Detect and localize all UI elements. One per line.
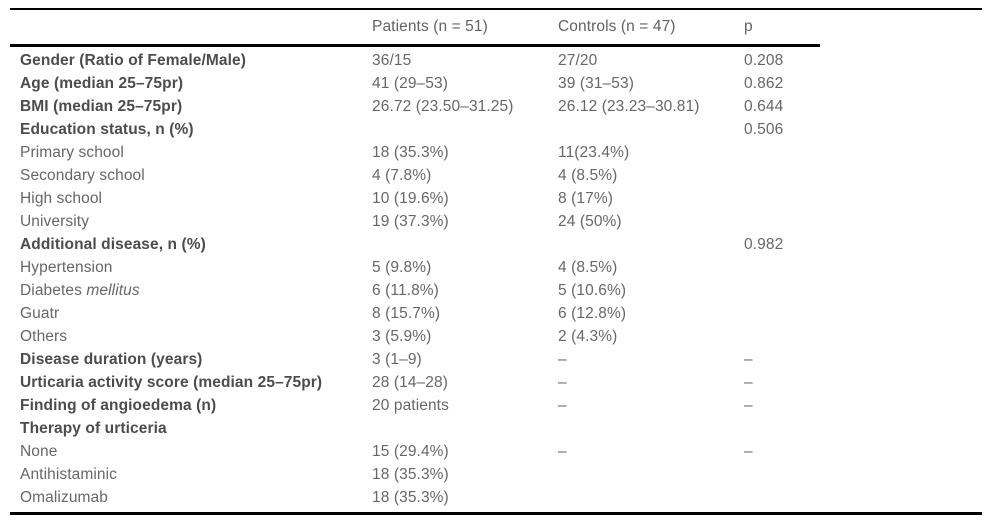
header-controls: Controls (n = 47): [558, 18, 676, 35]
table-row: Finding of angioedema (n) 20 patients – –: [10, 394, 982, 417]
row-label: BMI (median 25–75pr): [20, 97, 183, 115]
row-label: Hypertension: [20, 258, 113, 276]
controls-value: 39 (31–53): [558, 74, 634, 92]
table-body: Gender (Ratio of Female/Male) 36/15 27/20 0…: [10, 47, 982, 509]
row-label: Others: [20, 327, 68, 345]
row-label: Disease duration (years): [20, 350, 203, 368]
table-row: Secondary school 4 (7.8%) 4 (8.5%): [10, 164, 982, 187]
patients-value: 36/15: [372, 51, 412, 69]
patients-value: 18 (35.3%): [372, 488, 449, 506]
row-label: Guatr: [20, 304, 60, 322]
row-label: Antihistaminic: [20, 465, 118, 483]
row-label: Age (median 25–75pr): [20, 74, 184, 92]
controls-value: –: [558, 396, 567, 414]
patients-value: 41 (29–53): [372, 74, 448, 92]
table-row: BMI (median 25–75pr) 26.72 (23.50–31.25) 2…: [10, 95, 982, 118]
table-row: Antihistaminic 18 (35.3%): [10, 463, 982, 486]
patients-value: 18 (35.3%): [372, 143, 449, 161]
patients-value: 8 (15.7%): [372, 304, 441, 322]
table-row: Diabetes mellitus 6 (11.8%) 5 (10.6%): [10, 279, 982, 302]
table-row: Hypertension 5 (9.8%) 4 (8.5%): [10, 256, 982, 279]
characteristics-table: Patients (n = 51) Controls (n = 47) p Ge…: [10, 8, 982, 515]
patients-value: 15 (29.4%): [372, 442, 449, 460]
row-label: Diabetes mellitus: [20, 281, 140, 299]
table-bottom-rule: [10, 512, 982, 515]
controls-value: 2 (4.3%): [558, 327, 618, 345]
table-row: Therapy of urticeria: [10, 417, 982, 440]
row-label: Finding of angioedema (n): [20, 396, 217, 414]
row-label: Gender (Ratio of Female/Male): [20, 51, 246, 69]
table-header-row: Patients (n = 51) Controls (n = 47) p: [10, 10, 982, 44]
patients-value: 3 (5.9%): [372, 327, 432, 345]
row-label: University: [20, 212, 90, 230]
controls-value: 27/20: [558, 51, 598, 69]
table-row: Guatr 8 (15.7%) 6 (12.8%): [10, 302, 982, 325]
table-row: Additional disease, n (%) 0.982: [10, 233, 982, 256]
p-value: 0.982: [744, 235, 784, 253]
table-row: University 19 (37.3%) 24 (50%): [10, 210, 982, 233]
table-row: Gender (Ratio of Female/Male) 36/15 27/20 0…: [10, 49, 982, 72]
p-value: 0.506: [744, 120, 784, 138]
table-row: Others 3 (5.9%) 2 (4.3%): [10, 325, 982, 348]
row-label: Primary school: [20, 143, 124, 161]
controls-value: –: [558, 350, 567, 368]
table-row: Age (median 25–75pr) 41 (29–53) 39 (31–53)…: [10, 72, 982, 95]
controls-value: –: [558, 442, 567, 460]
table-row: Primary school 18 (35.3%) 11(23.4%): [10, 141, 982, 164]
patients-value: 4 (7.8%): [372, 166, 432, 184]
row-label: Education status, n (%): [20, 120, 194, 138]
p-value: –: [744, 373, 753, 391]
patients-value: 10 (19.6%): [372, 189, 449, 207]
controls-value: 6 (12.8%): [558, 304, 627, 322]
controls-value: 5 (10.6%): [558, 281, 627, 299]
row-label: High school: [20, 189, 103, 207]
table-row: Omalizumab 18 (35.3%): [10, 486, 982, 509]
row-label: Additional disease, n (%): [20, 235, 206, 253]
patients-value: 5 (9.8%): [372, 258, 432, 276]
table-row: High school 10 (19.6%) 8 (17%): [10, 187, 982, 210]
controls-value: 26.12 (23.23–30.81): [558, 97, 700, 115]
row-label: Omalizumab: [20, 488, 108, 506]
table-top-rule: [10, 8, 982, 10]
row-label: Secondary school: [20, 166, 145, 184]
controls-value: 4 (8.5%): [558, 166, 618, 184]
controls-value: 11(23.4%): [558, 143, 630, 161]
row-label: Therapy of urticeria: [20, 419, 167, 437]
table-row: None 15 (29.4%) – –: [10, 440, 982, 463]
patients-value: 3 (1–9): [372, 350, 422, 368]
row-label-italic: mellitus: [86, 281, 140, 299]
controls-value: 24 (50%): [558, 212, 622, 230]
p-value: 0.208: [744, 51, 784, 69]
p-value: –: [744, 350, 753, 368]
controls-value: –: [558, 373, 567, 391]
p-value: –: [744, 396, 753, 414]
patients-value: 6 (11.8%): [372, 281, 439, 299]
controls-value: 4 (8.5%): [558, 258, 618, 276]
header-patients: Patients (n = 51): [372, 18, 488, 35]
table-header-rule: [10, 44, 820, 47]
p-value: 0.644: [744, 97, 784, 115]
table-row: Urticaria activity score (median 25–75pr…: [10, 371, 982, 394]
patients-value: 19 (37.3%): [372, 212, 449, 230]
controls-value: 8 (17%): [558, 189, 613, 207]
header-p-value: p: [744, 18, 753, 35]
patients-value: 28 (14–28): [372, 373, 448, 391]
row-label: None: [20, 442, 58, 460]
patients-value: 20 patients: [372, 396, 449, 414]
patients-value: 18 (35.3%): [372, 465, 449, 483]
table-row: Disease duration (years) 3 (1–9) – –: [10, 348, 982, 371]
p-value: –: [744, 442, 753, 460]
row-label: Urticaria activity score (median 25–75pr…: [20, 373, 323, 391]
patients-value: 26.72 (23.50–31.25): [372, 97, 514, 115]
p-value: 0.862: [744, 74, 784, 92]
table-row: Education status, n (%) 0.506: [10, 118, 982, 141]
